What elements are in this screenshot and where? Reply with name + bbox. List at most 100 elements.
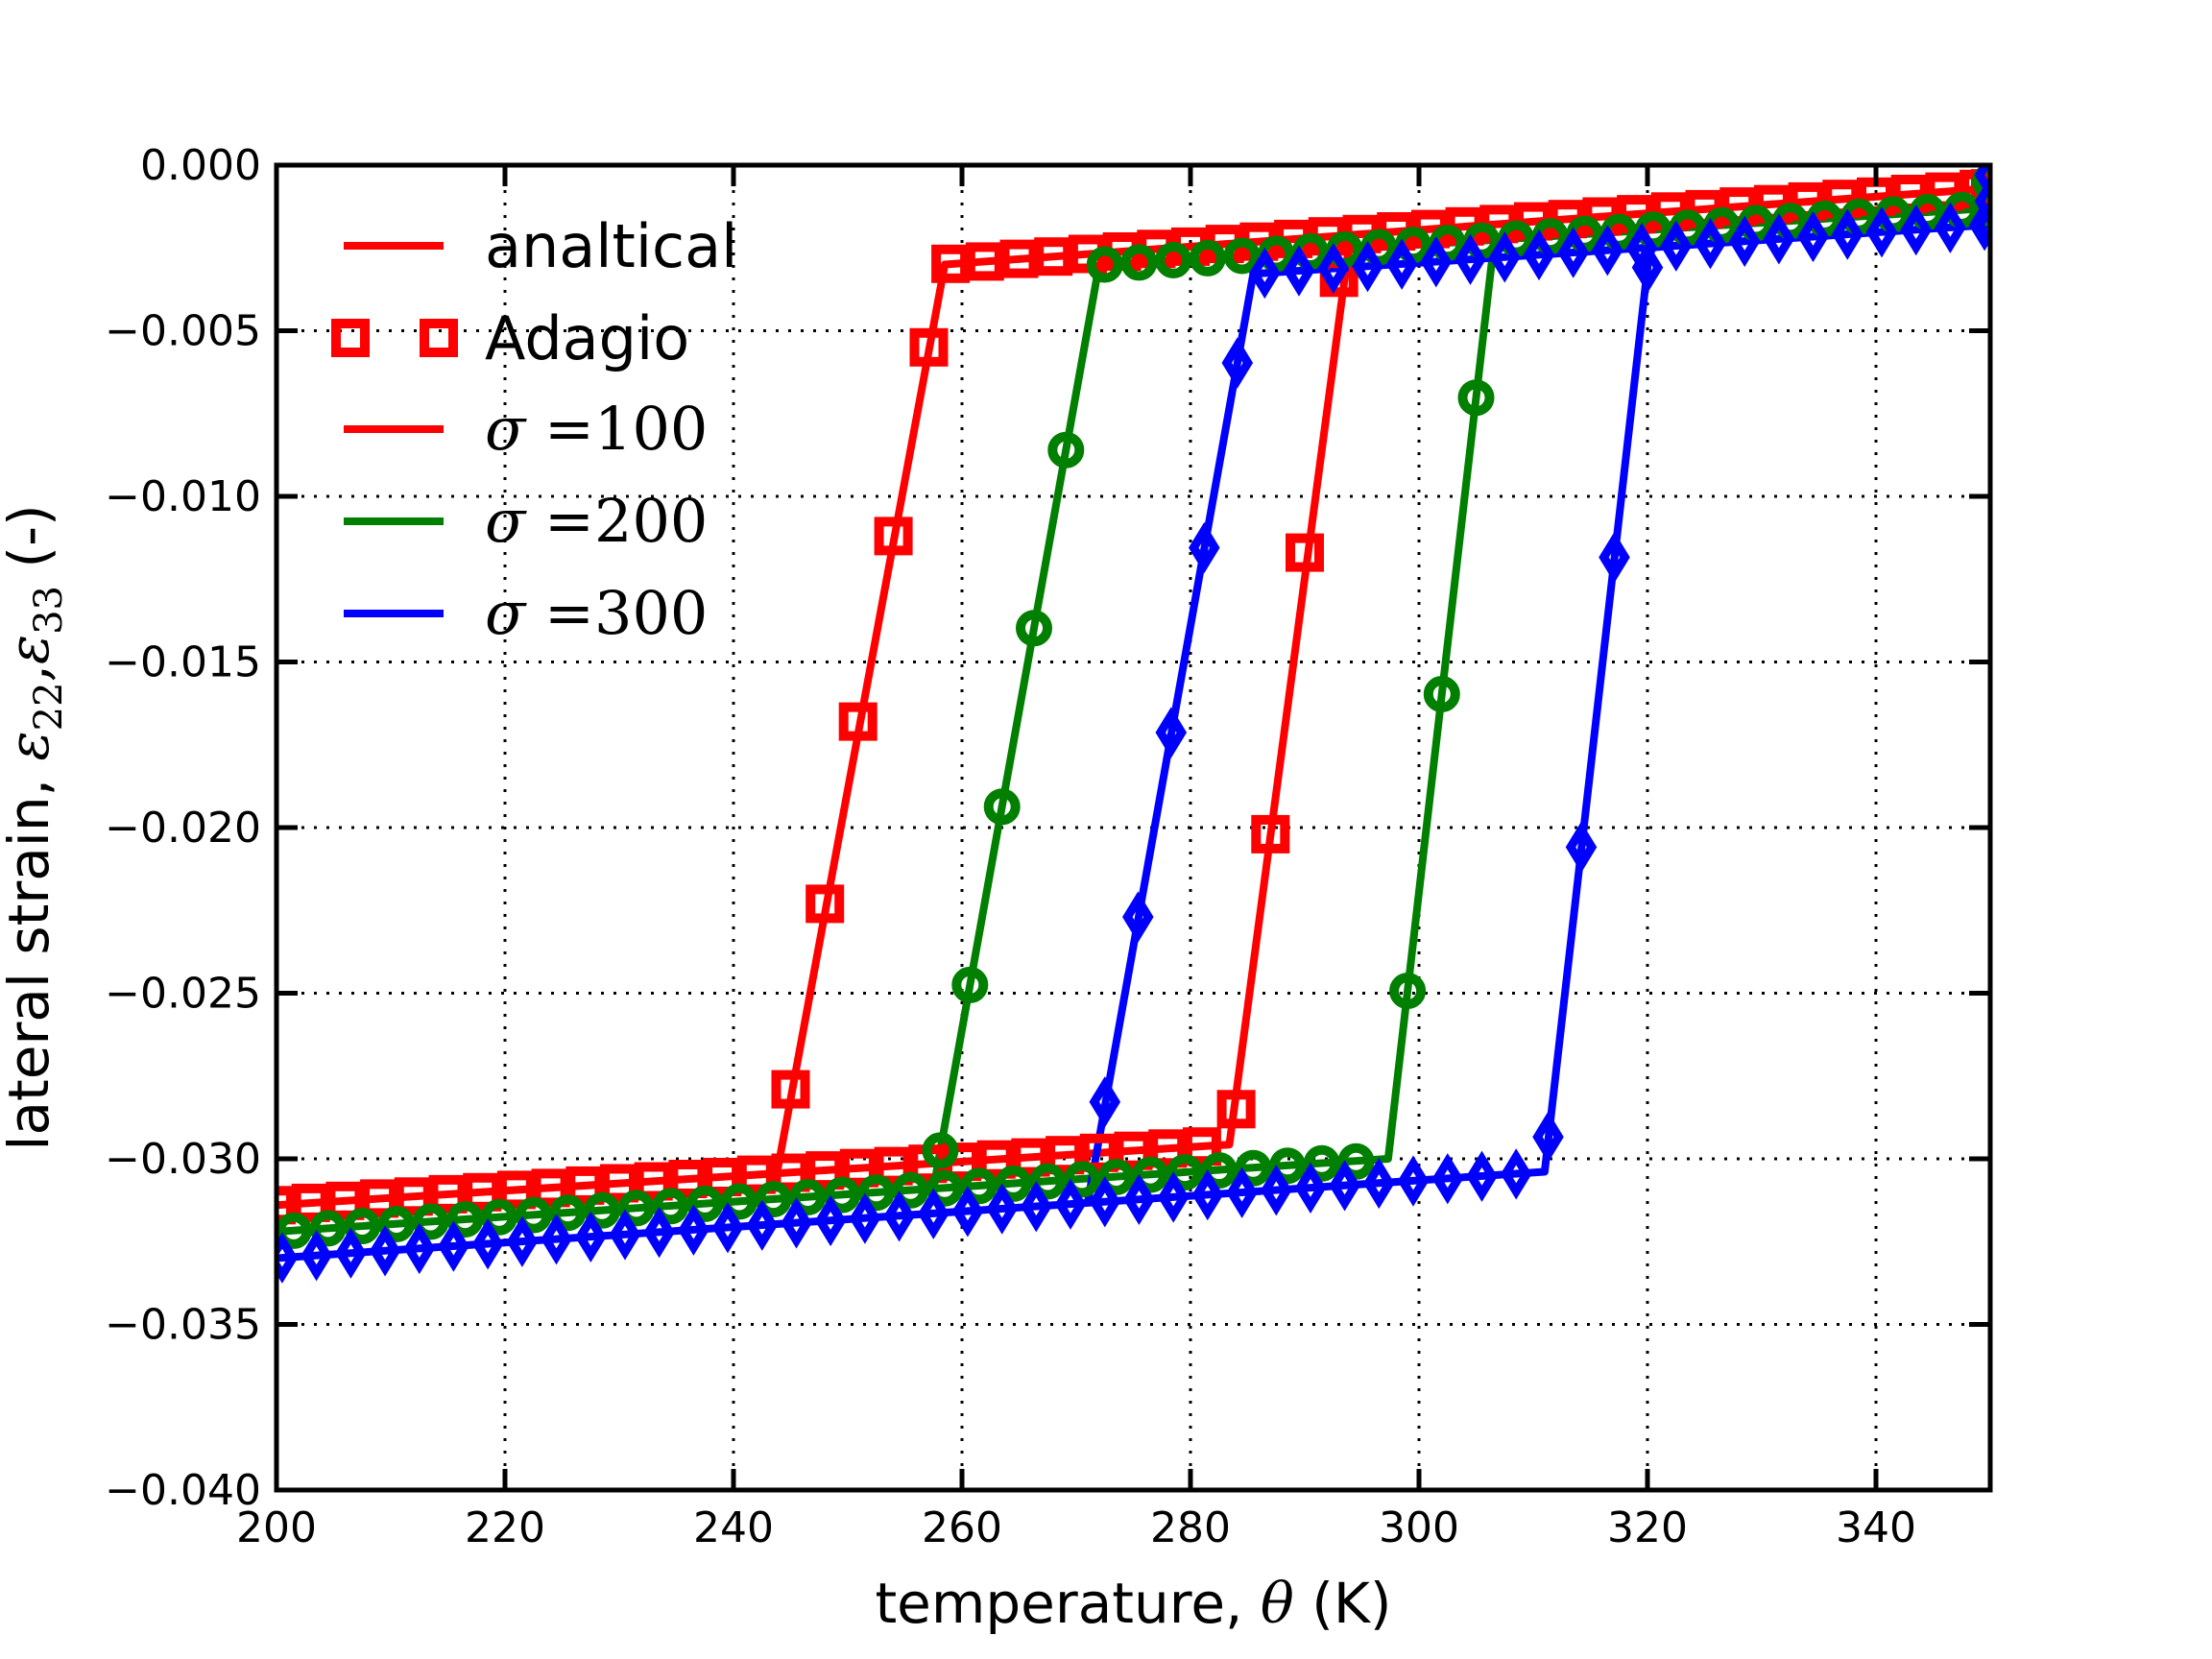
adagio-circle-marker	[1029, 1163, 1067, 1200]
adagio-square-marker	[600, 1164, 638, 1203]
adagio-circle-marker	[1120, 244, 1158, 281]
adagio-diamond-marker	[1599, 531, 1630, 584]
adagio-diamond-marker	[1660, 220, 1693, 272]
adagio-circle-marker	[617, 1190, 655, 1227]
adagio-circle-marker	[721, 1183, 757, 1220]
adagio-circle-marker	[584, 1191, 621, 1229]
legend-item-analtical: analtical	[344, 211, 737, 281]
adagio-diamond-marker	[1500, 1148, 1532, 1200]
adagio-square-marker	[976, 1140, 1016, 1179]
x-tick-label: 340	[1836, 1503, 1916, 1552]
adagio-square-marker	[805, 884, 845, 924]
adagio-square-marker	[999, 239, 1039, 278]
adagio-diamond-marker	[438, 1220, 469, 1272]
ticks	[274, 162, 1990, 1493]
adagio-diamond-marker	[1592, 225, 1623, 276]
adagio-diamond-marker	[1565, 821, 1598, 874]
x-tick-label: 300	[1379, 1503, 1459, 1552]
adagio-diamond-marker	[814, 1194, 847, 1247]
adagio-circle-marker	[309, 1210, 347, 1247]
adagio-square-marker	[325, 1181, 365, 1220]
adagio-diamond-marker	[1329, 1160, 1360, 1212]
adagio-circle-marker	[1303, 1144, 1340, 1182]
adagio-diamond-marker	[1728, 215, 1761, 268]
adagio-circle-marker	[446, 1201, 484, 1238]
adagio-diamond-marker	[1455, 233, 1486, 285]
adagio-square-marker	[565, 1166, 605, 1205]
adagio-circle-marker	[1972, 165, 1990, 201]
adagio-diamond-marker	[609, 1209, 641, 1261]
legend-label: σ =300	[485, 578, 708, 648]
adagio-diamond-marker	[1261, 1165, 1292, 1216]
adagio-diamond-marker	[1191, 1168, 1224, 1221]
adagio-diamond-marker	[1249, 247, 1281, 300]
adagio-circle-marker	[1063, 1161, 1100, 1198]
adagio-circle-marker	[1972, 189, 1990, 227]
adagio-circle-marker	[983, 788, 1021, 826]
adagio-circle-marker	[1423, 676, 1460, 712]
tick-labels: 200 220 240 260 280 300 320 340 0.000 −0.005 −0.01…	[105, 141, 1916, 1552]
adagio-square-marker	[874, 1146, 913, 1186]
adagio-circle-marker	[1457, 379, 1495, 417]
legend-item--200: σ =200	[344, 486, 708, 556]
adagio-diamond-marker	[1466, 1150, 1498, 1202]
adagio-circle-marker	[1016, 610, 1052, 647]
adagio-square-marker	[1286, 533, 1324, 572]
adagio-sigma-200	[276, 165, 1990, 1249]
adagio-diamond-marker	[1317, 242, 1350, 295]
adagio-square-marker	[703, 1158, 742, 1196]
y-tick-label: −0.010	[105, 472, 261, 521]
adagio-diamond-marker	[1054, 1178, 1087, 1230]
adagio-diamond-marker	[1420, 236, 1453, 288]
adagio-diamond-marker	[883, 1190, 915, 1242]
adagio-circle-marker	[549, 1194, 587, 1232]
adagio-diamond-marker	[1397, 1155, 1430, 1207]
adagio-diamond-marker	[678, 1204, 709, 1256]
adagio-diamond-marker	[335, 1227, 367, 1279]
adagio-diamond-marker	[471, 1218, 504, 1270]
adagio-square-marker	[805, 1151, 845, 1190]
legend-label: σ =200	[485, 486, 708, 556]
adagio-square-marker	[771, 1153, 810, 1192]
x-tick-label: 260	[922, 1503, 1002, 1552]
x-tick-label: 320	[1607, 1503, 1688, 1552]
adagio-diamond-marker	[1557, 227, 1589, 278]
adagio-circle-marker	[755, 1181, 792, 1218]
legend-square-sample	[331, 319, 370, 357]
adagio-diamond-marker	[643, 1206, 675, 1259]
adagio-diamond-marker	[1157, 1171, 1190, 1223]
adagio-circle-marker	[515, 1196, 552, 1234]
adagio-diamond-marker	[1974, 165, 1990, 201]
adagio-diamond-marker	[403, 1222, 436, 1275]
adagio-circle-marker	[922, 1132, 959, 1169]
adagio-square-marker	[1251, 814, 1290, 854]
adagio-diamond-marker	[1363, 1157, 1395, 1210]
adagio-diamond-marker	[1021, 1181, 1052, 1233]
adagio-diamond-marker	[1123, 1173, 1155, 1226]
adagio-diamond-marker	[1695, 218, 1726, 270]
adagio-circle-marker	[378, 1206, 415, 1242]
adagio-square-marker	[965, 242, 1004, 281]
y-axis-label: lateral strain, ε22,ε33 (-)	[0, 504, 71, 1150]
adagio-diamond-marker	[1226, 1166, 1258, 1218]
adagio-square-marker	[839, 1148, 878, 1188]
adagio-circle-marker	[481, 1198, 517, 1236]
x-axis-label: temperature, θ (K)	[875, 1571, 1391, 1636]
adagio-diamond-marker	[1532, 1111, 1564, 1163]
adagio-diamond-marker	[575, 1211, 607, 1263]
y-tick-label: −0.035	[105, 1301, 261, 1350]
adagio-circle-marker	[1097, 1159, 1135, 1195]
adagio-square-marker	[463, 1172, 502, 1212]
adagio-sigma-300	[276, 165, 1990, 1284]
adagio-diamond-marker	[1089, 1076, 1121, 1128]
adagio-diamond-marker	[1431, 1153, 1464, 1205]
adagio-diamond-marker	[1385, 238, 1418, 290]
y-tick-label: 0.000	[140, 141, 261, 190]
legend-label: analtical	[485, 211, 737, 281]
series-layer	[276, 165, 1990, 1284]
legend-label: Adagio	[485, 303, 689, 373]
y-tick-label: −0.005	[105, 307, 261, 356]
adagio-circle-marker	[1235, 1149, 1272, 1187]
adagio-diamond-marker	[1968, 200, 1990, 252]
